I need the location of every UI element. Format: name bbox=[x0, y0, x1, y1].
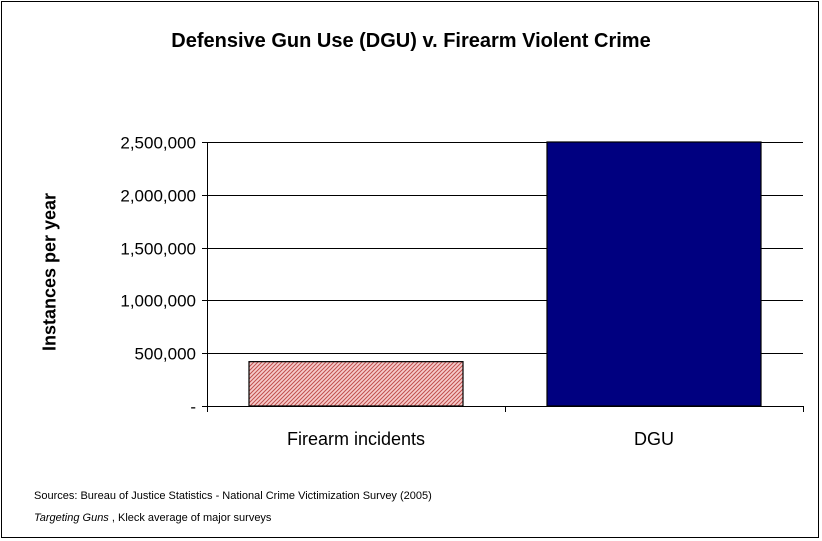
bar-firearm-incidents bbox=[248, 361, 464, 407]
chart-title: Defensive Gun Use (DGU) v. Firearm Viole… bbox=[171, 30, 651, 52]
bar-dgu bbox=[546, 141, 762, 407]
source-note-rest: , Kleck average of major surveys bbox=[108, 512, 272, 524]
y-tick-label: - bbox=[190, 398, 196, 417]
source-note-line-1: Sources: Bureau of Justice Statistics - … bbox=[34, 490, 432, 502]
y-tick-label: 2,000,000 bbox=[120, 187, 196, 206]
x-tick-label: Firearm incidents bbox=[287, 429, 425, 449]
y-tick-label: 500,000 bbox=[135, 345, 196, 364]
x-tick-label: DGU bbox=[634, 429, 674, 449]
source-book-title: Targeting Guns bbox=[34, 512, 109, 524]
y-tick-label: 2,500,000 bbox=[120, 134, 196, 153]
y-tick-label: 1,000,000 bbox=[120, 292, 196, 311]
source-note-line-2: Targeting Guns , Kleck average of major … bbox=[34, 512, 271, 524]
y-tick-label: 1,500,000 bbox=[120, 240, 196, 259]
